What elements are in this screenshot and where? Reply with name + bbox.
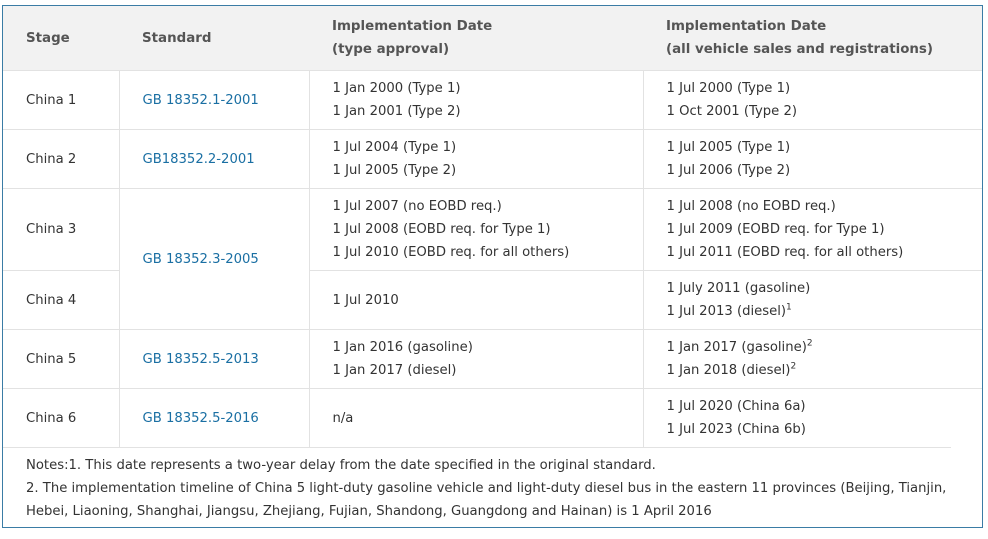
- header-stage: Stage: [3, 6, 119, 71]
- date-text: 1 Jan 2018 (diesel): [666, 363, 791, 378]
- all-sales-cell: 1 Jul 2005 (Type 1) 1 Jul 2006 (Type 2): [642, 129, 982, 189]
- date-line: 1 Jan 2017 (gasoline)2: [667, 336, 983, 359]
- type-approval-cell: 1 Jul 2004 (Type 1) 1 Jul 2005 (Type 2): [308, 129, 643, 189]
- date-line: 1 Jan 2017 (diesel): [332, 363, 457, 378]
- footnote-marker: 2: [806, 338, 813, 349]
- date-line: 1 Jan 2018 (diesel)2: [667, 359, 983, 382]
- header-type-approval-line2: (type approval): [332, 42, 450, 57]
- date-line: 1 Jul 2005 (Type 1): [666, 140, 791, 155]
- type-approval-cell: 1 Jan 2000 (Type 1) 1 Jan 2001 (Type 2): [308, 70, 643, 130]
- date-line: 1 Jul 2006 (Type 2): [666, 163, 791, 178]
- note-2: 2. The implementation timeline of China …: [26, 481, 947, 519]
- date-line: 1 Jul 2023 (China 6b): [666, 422, 806, 437]
- standard-link[interactable]: GB18352.2-2001: [142, 151, 255, 167]
- header-type-approval: Implementation Date (type approval): [309, 6, 643, 71]
- standard-cell: GB 18352.1-2001: [118, 70, 309, 130]
- date-line: 1 Jul 2008 (no EOBD req.): [666, 199, 836, 214]
- type-approval-cell: 1 Jan 2016 (gasoline) 1 Jan 2017 (diesel…: [308, 329, 643, 389]
- china-emission-standards-table: Stage Standard Implementation Date (type…: [3, 6, 982, 447]
- header-all-sales-line1: Implementation Date: [666, 19, 827, 34]
- footnote-marker: 1: [786, 302, 792, 313]
- date-line: n/a: [332, 410, 354, 426]
- date-line: 1 Jul 2008 (EOBD req. for Type 1): [332, 222, 551, 237]
- all-sales-cell: 1 Jul 2008 (no EOBD req.) 1 Jul 2009 (EO…: [642, 188, 982, 271]
- table-row: China 5 GB 18352.5-2013 1 Jan 2016 (gaso…: [3, 329, 983, 389]
- all-sales-cell: 1 July 2011 (gasoline) 1 Jul 2013 (diese…: [642, 270, 983, 330]
- standard-link[interactable]: GB 18352.5-2016: [142, 410, 259, 426]
- stage-cell: China 6: [3, 388, 119, 447]
- date-line: 1 Jan 2001 (Type 2): [332, 104, 461, 119]
- standard-cell: GB 18352.5-2013: [118, 329, 309, 389]
- standards-table-container: Stage Standard Implementation Date (type…: [2, 5, 983, 528]
- date-line: 1 Jul 2000 (Type 1): [666, 81, 791, 96]
- date-text: 1 Jul 2013 (diesel): [666, 304, 787, 319]
- standard-cell: GB 18352.3-2005: [118, 188, 309, 330]
- type-approval-cell: 1 Jul 2007 (no EOBD req.) 1 Jul 2008 (EO…: [308, 188, 643, 271]
- header-standard: Standard: [119, 6, 309, 71]
- date-text: 1 Jan 2017 (gasoline): [666, 340, 807, 355]
- stage-cell: China 3: [3, 188, 119, 271]
- standard-link[interactable]: GB 18352.1-2001: [142, 92, 259, 108]
- standard-link[interactable]: GB 18352.3-2005: [142, 251, 259, 267]
- table-row: China 1 GB 18352.1-2001 1 Jan 2000 (Type…: [3, 70, 982, 130]
- all-sales-cell: 1 Jul 2000 (Type 1) 1 Oct 2001 (Type 2): [642, 70, 982, 130]
- date-line: 1 Jul 2005 (Type 2): [332, 163, 457, 178]
- date-line: 1 Oct 2001 (Type 2): [666, 104, 798, 119]
- date-line: 1 July 2011 (gasoline): [666, 281, 811, 296]
- table-notes: Notes:1. This date represents a two-year…: [3, 447, 951, 523]
- header-type-approval-line1: Implementation Date: [332, 19, 493, 34]
- table-header-row: Stage Standard Implementation Date (type…: [3, 6, 982, 71]
- all-sales-cell: 1 Jul 2020 (China 6a) 1 Jul 2023 (China …: [642, 388, 982, 447]
- date-line: 1 Jul 2013 (diesel)1: [667, 300, 983, 323]
- date-line: 1 Jul 2007 (no EOBD req.): [332, 199, 502, 214]
- header-all-sales: Implementation Date (all vehicle sales a…: [643, 6, 982, 71]
- footnote-marker: 2: [790, 361, 797, 372]
- date-line: 1 Jan 2016 (gasoline): [332, 340, 473, 355]
- table-row: China 6 GB 18352.5-2016 n/a 1 Jul 2020 (…: [3, 388, 982, 447]
- stage-cell: China 2: [3, 129, 119, 189]
- stage-cell: China 5: [3, 329, 119, 389]
- standard-cell: GB 18352.5-2016: [118, 388, 309, 447]
- date-line: 1 Jul 2004 (Type 1): [332, 140, 457, 155]
- stage-cell: China 4: [3, 270, 119, 330]
- type-approval-cell: n/a: [308, 388, 643, 447]
- date-line: 1 Jan 2000 (Type 1): [332, 81, 461, 96]
- all-sales-cell: 1 Jan 2017 (gasoline)2 1 Jan 2018 (diese…: [642, 329, 983, 389]
- note-1: Notes:1. This date represents a two-year…: [26, 458, 656, 473]
- table-row: China 3 GB 18352.3-2005 1 Jul 2007 (no E…: [3, 188, 982, 330]
- standard-cell: GB18352.2-2001: [118, 129, 309, 189]
- date-line: 1 Jul 2020 (China 6a): [666, 399, 806, 414]
- date-line: 1 Jul 2010: [332, 292, 399, 308]
- stage-cell: China 1: [3, 70, 119, 130]
- header-all-sales-line2: (all vehicle sales and registrations): [666, 42, 934, 57]
- table-row: China 4 1 Jul 2010 1 July 2011 (gasoline…: [3, 270, 983, 330]
- type-approval-cell: 1 Jul 2010: [308, 270, 643, 330]
- standard-link[interactable]: GB 18352.5-2013: [142, 351, 259, 367]
- table-row: China 2 GB18352.2-2001 1 Jul 2004 (Type …: [3, 129, 982, 189]
- date-line: 1 Jul 2011 (EOBD req. for all others): [666, 245, 904, 260]
- date-line: 1 Jul 2009 (EOBD req. for Type 1): [666, 222, 885, 237]
- date-line: 1 Jul 2010 (EOBD req. for all others): [332, 245, 570, 260]
